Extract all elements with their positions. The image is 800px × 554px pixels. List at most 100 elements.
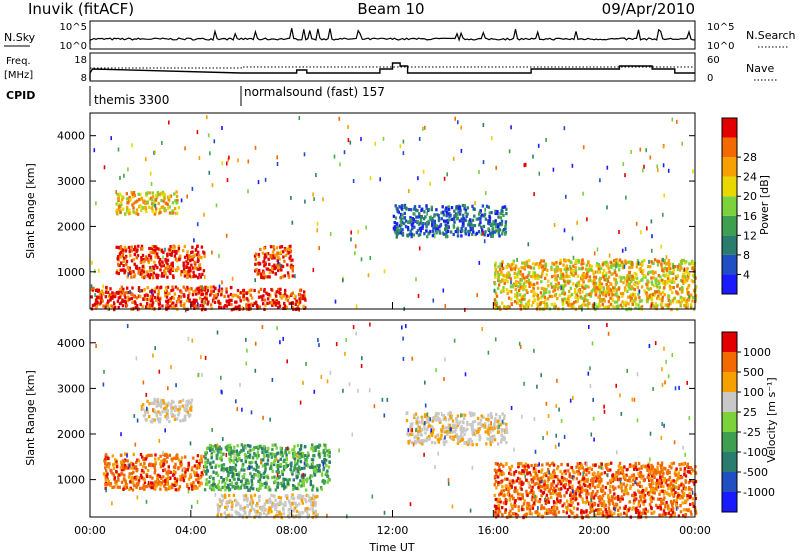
echo-cell [136, 304, 139, 308]
echo-cell [350, 230, 352, 235]
echo-cell [150, 267, 153, 272]
echo-cell [408, 220, 412, 224]
echo-cell [149, 171, 152, 176]
echo-cell [681, 290, 684, 294]
echo-cell [407, 228, 410, 232]
echo-cell [125, 259, 129, 264]
power-ylabel: Slant Range [km] [24, 163, 37, 259]
echo-cell [155, 480, 158, 484]
echo-cell [250, 503, 253, 507]
echo-cell [255, 513, 258, 517]
echo-cell [237, 158, 239, 163]
echo-cell [186, 287, 189, 291]
echo-cell [461, 228, 464, 232]
echo-cell [613, 496, 617, 500]
echo-cell [193, 464, 197, 468]
power-cbar-cell-6 [722, 157, 737, 177]
echo-cell [496, 305, 499, 310]
echo-cell [456, 213, 459, 217]
echo-cell [185, 253, 189, 257]
echo-cell [442, 437, 445, 441]
echo-cell [130, 466, 133, 470]
echo-cell [244, 497, 247, 501]
echo-cell [602, 268, 606, 273]
echo-cell [152, 203, 155, 207]
echo-cell [176, 299, 179, 303]
echo-cell [604, 274, 608, 278]
echo-cell [167, 470, 171, 474]
echo-cell [156, 253, 159, 257]
echo-cell [187, 399, 190, 403]
echo-cell [660, 302, 663, 306]
echo-cell [239, 299, 242, 303]
echo-cell [497, 469, 500, 473]
echo-cell [220, 513, 223, 517]
echo-cell [691, 299, 694, 303]
echo-cell [347, 138, 350, 143]
echo-cell [532, 300, 535, 304]
echo-cell [311, 465, 314, 469]
echo-cell [260, 274, 263, 278]
echo-cell [109, 298, 112, 302]
echo-cell [454, 229, 457, 234]
echo-cell [150, 182, 153, 186]
echo-cell [687, 298, 691, 302]
echo-cell [298, 496, 302, 500]
echo-cell [322, 468, 325, 472]
echo-cell [691, 501, 695, 505]
echo-cell [656, 467, 659, 471]
echo-cell [559, 270, 562, 274]
echo-cell [154, 203, 156, 208]
echo-cell [360, 137, 362, 142]
echo-cell [407, 220, 410, 224]
echo-cell [173, 254, 177, 258]
echo-cell [151, 273, 154, 277]
echo-cell [578, 283, 581, 287]
echo-cell [560, 291, 564, 295]
echo-cell [522, 282, 526, 286]
echo-cell [456, 234, 460, 238]
echo-cell [506, 306, 509, 310]
echo-cell [551, 261, 554, 265]
echo-cell [253, 493, 256, 497]
echo-cell [499, 212, 502, 216]
echo-cell [224, 481, 227, 485]
echo-cell [550, 302, 553, 306]
echo-cell [609, 302, 613, 306]
echo-cell [103, 459, 106, 463]
echo-cell [414, 208, 418, 212]
echo-cell [670, 308, 673, 312]
echo-cell [116, 485, 119, 489]
echo-cell [563, 292, 566, 296]
echo-cell [658, 291, 661, 295]
echo-cell [634, 306, 637, 310]
echo-cell [125, 466, 128, 470]
echo-cell [466, 442, 469, 447]
echo-cell [483, 212, 487, 216]
echo-cell [316, 513, 320, 517]
echo-cell [115, 460, 118, 464]
echo-cell [454, 213, 457, 218]
echo-cell [533, 192, 535, 197]
echo-cell [604, 463, 607, 467]
echo-cell [295, 509, 299, 513]
echo-cell [621, 300, 624, 304]
echo-cell [162, 264, 165, 268]
echo-cell [415, 418, 418, 422]
echo-cell [562, 284, 566, 289]
echo-cell [261, 251, 265, 255]
echo-cell [663, 293, 666, 297]
echo-cell [278, 257, 281, 261]
echo-cell [425, 417, 429, 421]
echo-cell [267, 267, 270, 271]
echo-cell [174, 483, 177, 488]
echo-cell [169, 297, 172, 301]
echo-cell [211, 250, 213, 255]
echo-cell [161, 410, 164, 414]
echo-cell [132, 210, 135, 214]
echo-cell [309, 503, 313, 507]
echo-cell [285, 458, 288, 462]
echo-cell [445, 231, 448, 235]
echo-cell [247, 189, 249, 194]
echo-cell [170, 399, 174, 403]
